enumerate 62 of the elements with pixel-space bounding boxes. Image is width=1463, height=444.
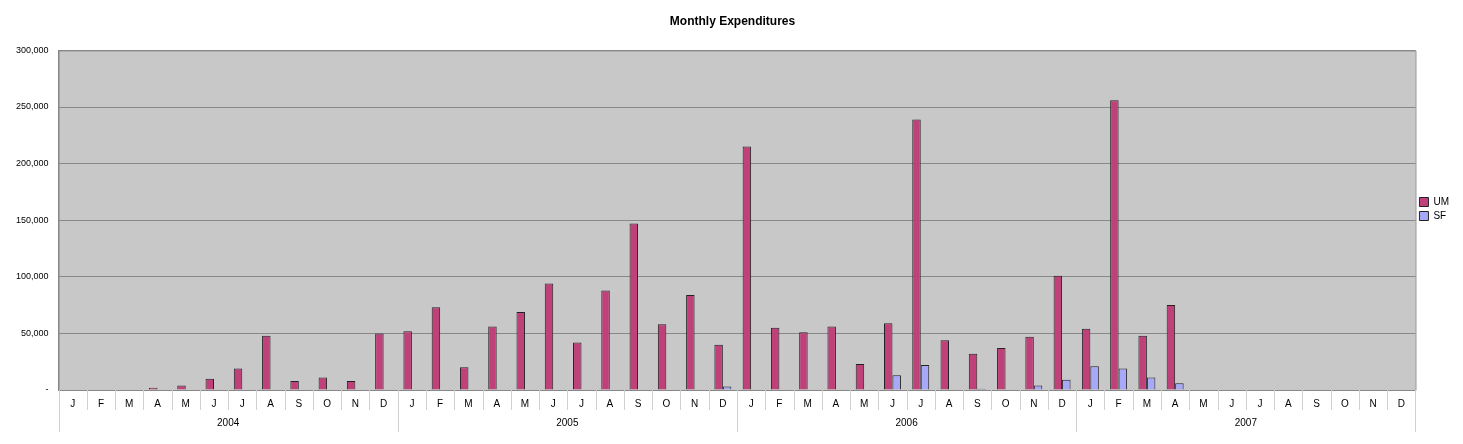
x-tick-label: J: [889, 397, 895, 409]
x-tick-label: A: [493, 397, 501, 409]
y-tick-label: -: [45, 384, 49, 395]
y-tick-label: 100,000: [15, 271, 49, 282]
x-tick-label: S: [295, 397, 303, 409]
x-tick-label: M: [1199, 397, 1208, 409]
text: 2007: [1234, 416, 1258, 428]
x-tick-label: F: [97, 397, 104, 409]
x-tick-label: J: [1229, 397, 1235, 409]
x-tick-label: A: [267, 397, 275, 409]
text: 2004: [217, 416, 240, 428]
x-tick-label: M: [1142, 397, 1152, 409]
x-tick-label: A: [945, 397, 953, 409]
x-tick-label: A: [606, 397, 614, 409]
x-tick-label: O: [662, 397, 671, 409]
y-tick-label: 150,000: [15, 214, 49, 225]
legend-label: UM: [1433, 195, 1450, 207]
x-tick-label: F: [437, 397, 444, 409]
x-tick-label: J: [579, 397, 585, 409]
y-tick-label: 50,000: [21, 327, 49, 338]
x-tick-label: A: [832, 397, 840, 409]
x-tick-label: F: [776, 397, 783, 409]
x-tick-label: J: [748, 397, 754, 409]
text: 2005: [556, 416, 579, 428]
x-tick-label: S: [973, 397, 981, 409]
x-tick-label: D: [1397, 397, 1405, 409]
x-tick-label: J: [239, 397, 245, 409]
x-tick-label: M: [181, 397, 190, 409]
x-tick-label: J: [211, 397, 217, 409]
text: 2006: [895, 416, 919, 428]
y-tick-label: 200,000: [15, 158, 49, 169]
legend-label: SF: [1433, 209, 1447, 221]
x-tick-label: A: [1171, 397, 1179, 409]
x-tick-label: D: [380, 397, 388, 409]
x-tick-label: J: [918, 397, 924, 409]
x-tick-label: J: [1087, 397, 1093, 409]
x-tick-label: J: [70, 397, 76, 409]
x-tick-label: A: [154, 397, 162, 409]
y-tick-label: 300,000: [15, 44, 49, 55]
x-tick-label: O: [323, 397, 332, 409]
x-tick-label: M: [520, 397, 530, 409]
x-tick-label: J: [550, 397, 556, 409]
x-tick-label: N: [351, 397, 359, 409]
x-tick-label: O: [1340, 397, 1349, 409]
x-tick-label: O: [1001, 397, 1010, 409]
x-tick-label: M: [125, 397, 134, 409]
x-tick-label: M: [860, 397, 869, 409]
x-tick-label: S: [1313, 397, 1321, 409]
x-tick-label: J: [1257, 397, 1263, 409]
chart-title: Monthly Expenditures: [669, 13, 796, 28]
x-tick-label: N: [690, 397, 699, 409]
x-tick-label: F: [1115, 397, 1122, 409]
x-tick-label: S: [634, 397, 642, 409]
x-tick-label: D: [719, 397, 727, 409]
x-tick-label: A: [1284, 397, 1292, 409]
x-tick-label: J: [409, 397, 415, 409]
y-tick-label: 250,000: [15, 101, 49, 112]
x-tick-label: N: [1030, 397, 1038, 409]
x-tick-label: N: [1369, 397, 1377, 409]
x-tick-label: D: [1058, 397, 1066, 409]
x-tick-label: M: [464, 397, 473, 409]
x-tick-label: M: [803, 397, 812, 409]
